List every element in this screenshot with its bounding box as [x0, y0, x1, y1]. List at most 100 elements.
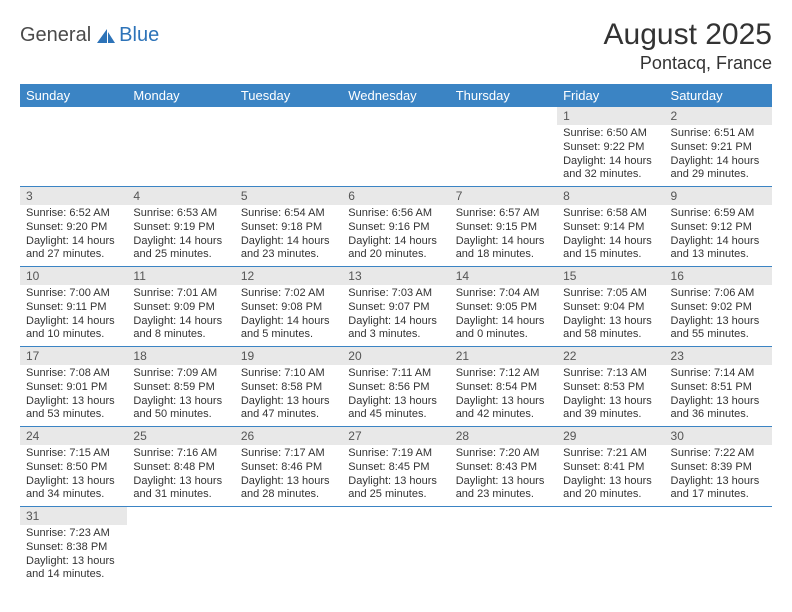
day-body: Sunrise: 7:15 AMSunset: 8:50 PMDaylight:… — [20, 445, 127, 506]
day-line-d1: Daylight: 13 hours — [563, 315, 658, 329]
calendar-week: 31Sunrise: 7:23 AMSunset: 8:38 PMDayligh… — [20, 507, 772, 587]
day-line-d1: Daylight: 13 hours — [241, 475, 336, 489]
day-line-ss: Sunset: 9:19 PM — [133, 221, 228, 235]
day-line-d2: and 17 minutes. — [671, 488, 766, 502]
day-line-ss: Sunset: 8:51 PM — [671, 381, 766, 395]
day-body: Sunrise: 7:01 AMSunset: 9:09 PMDaylight:… — [127, 285, 234, 346]
day-number: 13 — [342, 267, 449, 285]
day-body: Sunrise: 7:23 AMSunset: 8:38 PMDaylight:… — [20, 525, 127, 586]
calendar-cell: 17Sunrise: 7:08 AMSunset: 9:01 PMDayligh… — [20, 347, 127, 427]
day-number: 21 — [450, 347, 557, 365]
day-line-ss: Sunset: 9:11 PM — [26, 301, 121, 315]
calendar-cell: 7Sunrise: 6:57 AMSunset: 9:15 PMDaylight… — [450, 187, 557, 267]
weekday-header: Thursday — [450, 84, 557, 107]
calendar-cell — [235, 107, 342, 187]
day-line-d2: and 28 minutes. — [241, 488, 336, 502]
day-line-d1: Daylight: 13 hours — [26, 475, 121, 489]
day-line-d1: Daylight: 13 hours — [456, 395, 551, 409]
logo-text-general: General — [20, 24, 91, 47]
header: General Blue August 2025 Pontacq, France — [20, 18, 772, 74]
day-line-sr: Sunrise: 6:56 AM — [348, 207, 443, 221]
day-number: 28 — [450, 427, 557, 445]
calendar-cell: 13Sunrise: 7:03 AMSunset: 9:07 PMDayligh… — [342, 267, 449, 347]
day-number: 6 — [342, 187, 449, 205]
calendar-cell: 26Sunrise: 7:17 AMSunset: 8:46 PMDayligh… — [235, 427, 342, 507]
day-line-sr: Sunrise: 6:50 AM — [563, 127, 658, 141]
calendar-cell: 22Sunrise: 7:13 AMSunset: 8:53 PMDayligh… — [557, 347, 664, 427]
calendar-table: SundayMondayTuesdayWednesdayThursdayFrid… — [20, 84, 772, 586]
day-line-ss: Sunset: 8:41 PM — [563, 461, 658, 475]
calendar-body: 1Sunrise: 6:50 AMSunset: 9:22 PMDaylight… — [20, 107, 772, 586]
day-line-ss: Sunset: 9:05 PM — [456, 301, 551, 315]
day-line-d2: and 47 minutes. — [241, 408, 336, 422]
weekday-header: Sunday — [20, 84, 127, 107]
day-line-d1: Daylight: 14 hours — [348, 315, 443, 329]
day-line-d2: and 15 minutes. — [563, 248, 658, 262]
day-line-d1: Daylight: 14 hours — [26, 315, 121, 329]
day-line-ss: Sunset: 8:39 PM — [671, 461, 766, 475]
day-line-d1: Daylight: 13 hours — [671, 395, 766, 409]
day-number: 4 — [127, 187, 234, 205]
calendar-cell: 29Sunrise: 7:21 AMSunset: 8:41 PMDayligh… — [557, 427, 664, 507]
day-line-ss: Sunset: 9:16 PM — [348, 221, 443, 235]
day-line-ss: Sunset: 8:56 PM — [348, 381, 443, 395]
day-line-ss: Sunset: 9:21 PM — [671, 141, 766, 155]
calendar-cell — [557, 507, 664, 587]
day-line-ss: Sunset: 9:09 PM — [133, 301, 228, 315]
day-body: Sunrise: 7:16 AMSunset: 8:48 PMDaylight:… — [127, 445, 234, 506]
day-number: 8 — [557, 187, 664, 205]
day-line-d2: and 13 minutes. — [671, 248, 766, 262]
day-line-sr: Sunrise: 7:11 AM — [348, 367, 443, 381]
day-line-sr: Sunrise: 7:19 AM — [348, 447, 443, 461]
calendar-cell: 20Sunrise: 7:11 AMSunset: 8:56 PMDayligh… — [342, 347, 449, 427]
calendar-week: 24Sunrise: 7:15 AMSunset: 8:50 PMDayligh… — [20, 427, 772, 507]
day-line-ss: Sunset: 9:08 PM — [241, 301, 336, 315]
day-line-d1: Daylight: 13 hours — [348, 395, 443, 409]
day-line-sr: Sunrise: 6:52 AM — [26, 207, 121, 221]
day-line-sr: Sunrise: 7:22 AM — [671, 447, 766, 461]
calendar-cell — [342, 507, 449, 587]
day-line-d2: and 34 minutes. — [26, 488, 121, 502]
day-line-sr: Sunrise: 7:08 AM — [26, 367, 121, 381]
weekday-header: Friday — [557, 84, 664, 107]
day-line-d2: and 8 minutes. — [133, 328, 228, 342]
day-body: Sunrise: 7:22 AMSunset: 8:39 PMDaylight:… — [665, 445, 772, 506]
day-line-d1: Daylight: 14 hours — [671, 155, 766, 169]
day-line-d2: and 25 minutes. — [348, 488, 443, 502]
day-line-ss: Sunset: 8:59 PM — [133, 381, 228, 395]
day-line-d1: Daylight: 13 hours — [348, 475, 443, 489]
day-body: Sunrise: 7:11 AMSunset: 8:56 PMDaylight:… — [342, 365, 449, 426]
day-body: Sunrise: 6:53 AMSunset: 9:19 PMDaylight:… — [127, 205, 234, 266]
day-line-sr: Sunrise: 7:15 AM — [26, 447, 121, 461]
day-line-sr: Sunrise: 7:06 AM — [671, 287, 766, 301]
day-line-sr: Sunrise: 6:58 AM — [563, 207, 658, 221]
day-number: 15 — [557, 267, 664, 285]
day-body: Sunrise: 7:10 AMSunset: 8:58 PMDaylight:… — [235, 365, 342, 426]
day-line-sr: Sunrise: 7:21 AM — [563, 447, 658, 461]
day-line-d1: Daylight: 13 hours — [133, 475, 228, 489]
day-line-sr: Sunrise: 6:53 AM — [133, 207, 228, 221]
day-number: 22 — [557, 347, 664, 365]
day-number: 12 — [235, 267, 342, 285]
day-line-d2: and 18 minutes. — [456, 248, 551, 262]
logo: General Blue — [20, 24, 159, 47]
day-number: 18 — [127, 347, 234, 365]
day-line-d1: Daylight: 13 hours — [671, 475, 766, 489]
day-line-d1: Daylight: 14 hours — [456, 235, 551, 249]
day-line-d1: Daylight: 13 hours — [456, 475, 551, 489]
calendar-cell: 31Sunrise: 7:23 AMSunset: 8:38 PMDayligh… — [20, 507, 127, 587]
day-line-sr: Sunrise: 7:20 AM — [456, 447, 551, 461]
day-line-ss: Sunset: 8:46 PM — [241, 461, 336, 475]
calendar-cell: 30Sunrise: 7:22 AMSunset: 8:39 PMDayligh… — [665, 427, 772, 507]
day-line-ss: Sunset: 8:58 PM — [241, 381, 336, 395]
day-body: Sunrise: 7:17 AMSunset: 8:46 PMDaylight:… — [235, 445, 342, 506]
calendar-cell: 1Sunrise: 6:50 AMSunset: 9:22 PMDaylight… — [557, 107, 664, 187]
day-number: 14 — [450, 267, 557, 285]
day-line-d1: Daylight: 14 hours — [26, 235, 121, 249]
day-line-d1: Daylight: 13 hours — [563, 475, 658, 489]
day-line-ss: Sunset: 9:04 PM — [563, 301, 658, 315]
day-line-d2: and 25 minutes. — [133, 248, 228, 262]
day-line-d2: and 36 minutes. — [671, 408, 766, 422]
day-line-d2: and 23 minutes. — [456, 488, 551, 502]
day-line-ss: Sunset: 9:20 PM — [26, 221, 121, 235]
